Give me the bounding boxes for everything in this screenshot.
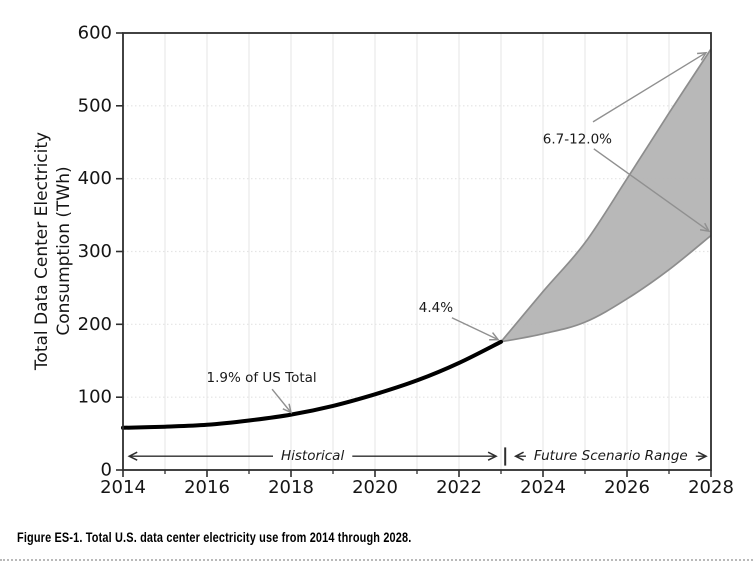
y-axis-label-line1: Total Data Center Electricity [32,132,52,371]
y-tick-label: 600 [78,23,112,44]
range-label-0: Historical [281,448,344,464]
axes: 2014 2016 2018 2020 2022 2024 2026 2028 0 100 200 3… [78,23,734,499]
x-tick-label: 2022 [436,477,482,498]
annotation-label-share-2023: 4.4% [419,300,453,316]
scenario-band-layer [500,48,712,343]
x-tick-label: 2028 [688,477,734,498]
annotation-label-share-2018: 1.9% of US Total [207,370,317,386]
x-tick-label: 2020 [352,477,398,498]
y-tick-label: 500 [78,95,112,116]
x-tick-label: 2024 [520,477,566,498]
plot-border [122,32,712,471]
y-tick-label: 0 [101,460,112,481]
band-lower-edge [500,234,712,343]
annotation-arrow-share-2018 [271,388,293,414]
annotation-arrow-share-2028 [592,51,708,123]
figure-caption: Figure ES-1. Total U.S. data center elec… [17,529,412,545]
range-label-1: Future Scenario Range [534,448,688,464]
y-tick-label: 200 [78,314,112,335]
x-tick-label: 2026 [604,477,650,498]
y-tick-label: 300 [78,241,112,262]
band-upper-edge [500,48,712,343]
annotations: 1.9% of US Total 4.4% 6.7-12.0% Historical F… [127,51,711,466]
annotation-label-share-2028: 6.7-12.0% [543,132,612,148]
annotation-arrow-share-2028 [593,148,711,233]
historical-line [121,339,503,430]
page-bottom-rule [0,559,753,561]
annotation-arrow-share-2023 [451,317,500,341]
x-tick-label: 2016 [184,477,230,498]
x-tick-label: 2018 [268,477,314,498]
series-layer [121,339,503,430]
x-tick-label: 2014 [100,477,146,498]
y-tick-label: 400 [78,168,112,189]
y-tick-label: 100 [78,387,112,408]
y-axis-label-line2: Consumption (TWh) [54,166,74,335]
future-scenario-band [501,49,711,342]
